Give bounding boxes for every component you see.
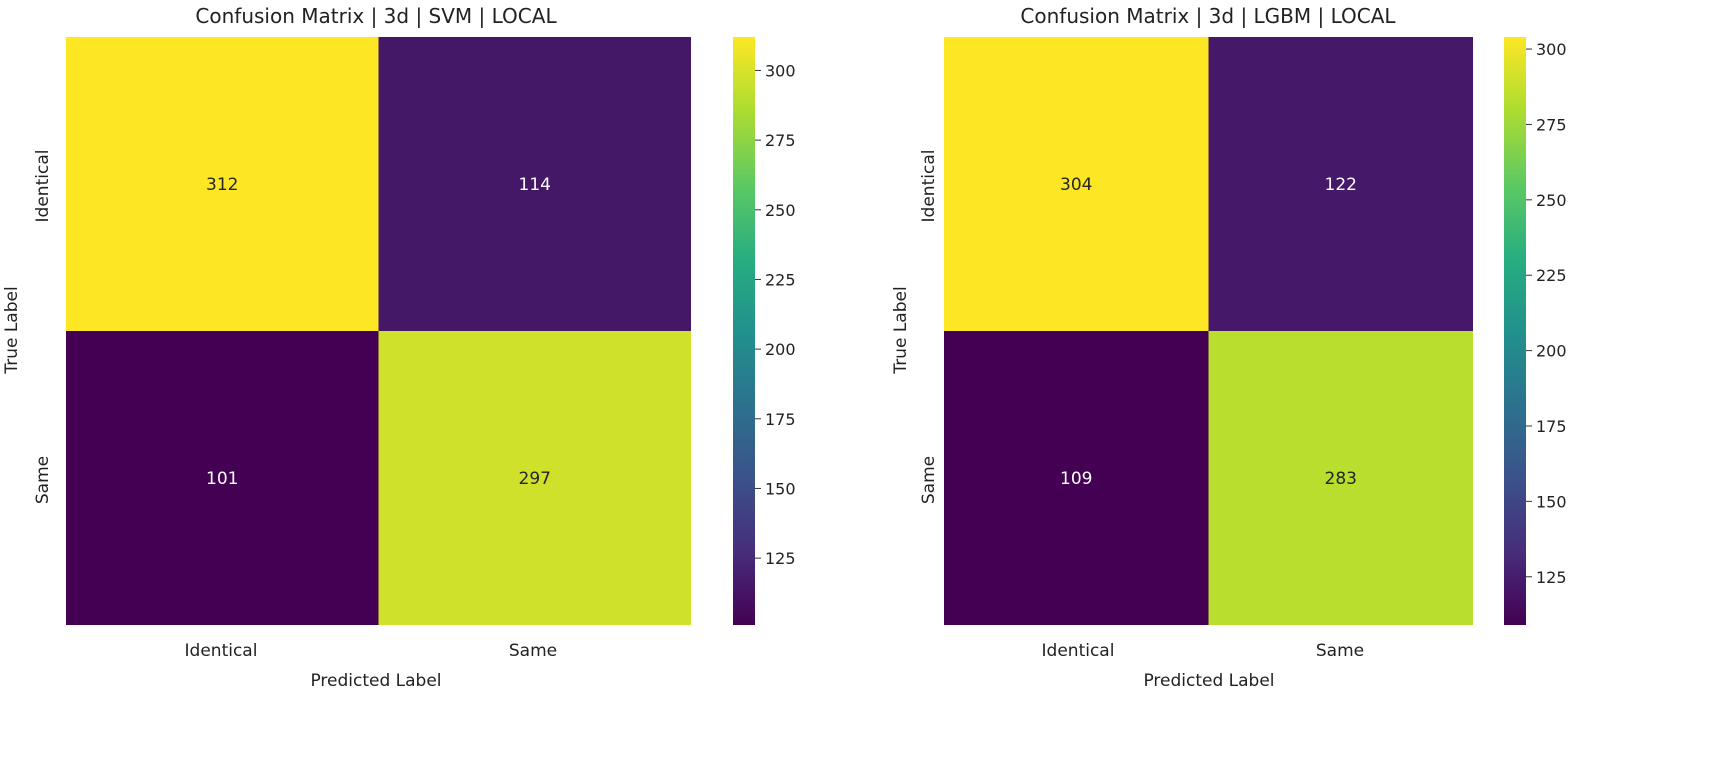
cell-value-label: 312 — [206, 175, 238, 195]
cell-value-label: 304 — [1060, 175, 1092, 195]
colorbar-gradient — [1504, 37, 1526, 625]
x-axis-label: Predicted Label — [310, 671, 441, 691]
x-tick-label-identical: Identical — [1042, 641, 1115, 661]
x-tick-label-identical: Identical — [185, 641, 258, 661]
heatmap-cell — [378, 331, 691, 625]
x-tick-label-same: Same — [1316, 641, 1364, 661]
heatmap-cell — [66, 331, 379, 625]
colorbar: 125 150 175 200 225 250 275 300 — [733, 37, 796, 625]
colorbar-tick-label: 225 — [765, 270, 796, 289]
heatmap-cell — [1208, 37, 1473, 331]
chart-title: Confusion Matrix | 3d | LGBM | LOCAL — [1020, 4, 1396, 28]
cell-value-label: 122 — [1325, 175, 1357, 195]
cell-value-label: 114 — [519, 175, 551, 195]
y-tick-label-identical: Identical — [33, 150, 53, 223]
colorbar-tick-label: 300 — [1536, 40, 1567, 59]
colorbar-tick-label: 200 — [765, 340, 796, 359]
heatmap-cell — [1208, 331, 1473, 625]
colorbar-ticks: 125 150 175 200 225 250 275 300 — [1526, 40, 1567, 587]
colorbar-tick-label: 125 — [1536, 568, 1567, 587]
cell-value-label: 283 — [1325, 469, 1357, 489]
heatmap-cell — [378, 37, 691, 331]
heatmap-cell — [66, 37, 379, 331]
colorbar-tick-label: 275 — [765, 131, 796, 150]
y-axis-label: True Label — [2, 286, 22, 374]
y-axis-label: True Label — [891, 286, 911, 374]
colorbar-gradient — [733, 37, 755, 625]
colorbar-tick-label: 175 — [1536, 417, 1567, 436]
colorbar: 125 150 175 200 225 250 275 300 — [1504, 37, 1567, 625]
chart-title: Confusion Matrix | 3d | SVM | LOCAL — [195, 4, 557, 28]
colorbar-tick-label: 175 — [765, 410, 796, 429]
colorbar-tick-label: 225 — [1536, 266, 1567, 285]
colorbar-tick-label: 250 — [1536, 191, 1567, 210]
heatmap-cell — [944, 331, 1209, 625]
cell-value-label: 297 — [519, 469, 551, 489]
colorbar-tick-label: 275 — [1536, 115, 1567, 134]
heatmap-cells: 312 114 101 297 — [66, 37, 691, 625]
heatmap-cells: 304 122 109 283 — [944, 37, 1473, 625]
x-axis-label: Predicted Label — [1143, 671, 1274, 691]
colorbar-tick-label: 125 — [765, 549, 796, 568]
y-tick-label-identical: Identical — [919, 150, 939, 223]
cell-value-label: 109 — [1060, 469, 1092, 489]
colorbar-tick-label: 200 — [1536, 342, 1567, 361]
x-tick-label-same: Same — [509, 641, 557, 661]
y-tick-label-same: Same — [919, 456, 939, 504]
heatmap-cell — [944, 37, 1209, 331]
heatmap-panel-svm: Confusion Matrix | 3d | SVM | LOCAL 312 1… — [2, 4, 796, 691]
colorbar-tick-label: 300 — [765, 61, 796, 80]
cell-value-label: 101 — [206, 469, 238, 489]
colorbar-ticks: 125 150 175 200 225 250 275 300 — [755, 61, 796, 568]
heatmap-panel-lgbm: Confusion Matrix | 3d | LGBM | LOCAL 304… — [891, 4, 1567, 691]
colorbar-tick-label: 250 — [765, 201, 796, 220]
colorbar-tick-label: 150 — [765, 479, 796, 498]
y-tick-label-same: Same — [33, 456, 53, 504]
colorbar-tick-label: 150 — [1536, 492, 1567, 511]
